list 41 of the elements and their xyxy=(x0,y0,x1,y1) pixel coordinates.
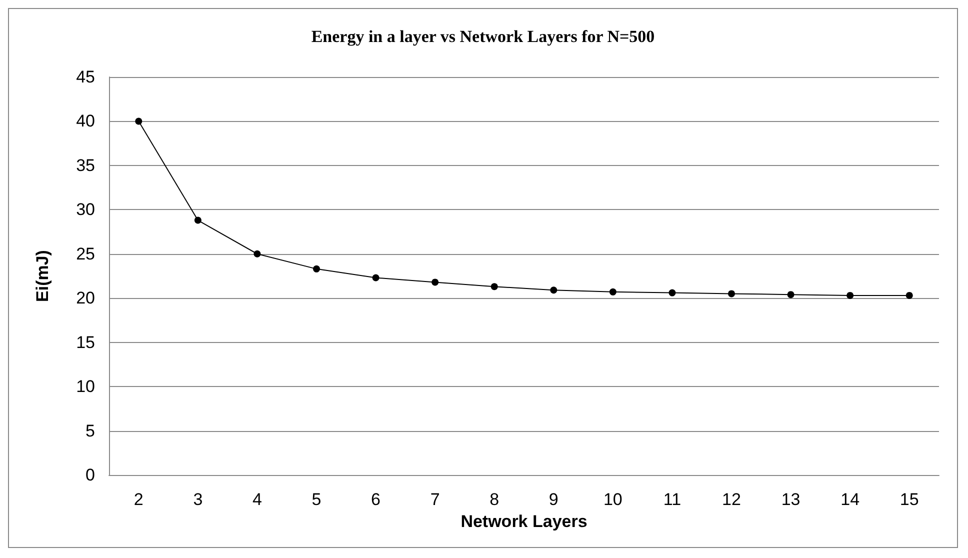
y-tick-label: 35 xyxy=(76,156,95,175)
x-tick-label: 4 xyxy=(252,490,262,509)
point xyxy=(372,274,380,282)
y-tick-label: 45 xyxy=(76,68,95,86)
point xyxy=(668,289,676,296)
y-tick-label: 10 xyxy=(76,377,95,396)
x-tick-label: 11 xyxy=(663,490,682,509)
y-tick-label: 25 xyxy=(76,244,95,264)
point xyxy=(135,118,142,125)
point xyxy=(432,278,439,286)
y-tick-label: 5 xyxy=(86,421,95,440)
point xyxy=(846,292,854,299)
y-tick-label: 20 xyxy=(76,288,95,308)
point xyxy=(490,283,498,290)
point xyxy=(254,250,261,258)
x-tick-label: 3 xyxy=(193,490,203,509)
chart-title: Energy in a layer vs Network Layers for N=500 xyxy=(311,27,655,46)
point xyxy=(550,286,558,294)
x-tick-label: 8 xyxy=(490,490,500,509)
x-tick-label: 13 xyxy=(781,490,800,509)
x-tick-label: 5 xyxy=(312,490,322,509)
x-tick-label: 2 xyxy=(134,490,144,509)
point xyxy=(906,292,913,299)
y-tick-label: 40 xyxy=(76,112,95,131)
y-axis-title: Ei(mJ) xyxy=(33,250,52,302)
x-tick-label: 15 xyxy=(900,490,919,509)
point xyxy=(728,290,735,298)
x-tick-label: 12 xyxy=(722,490,741,509)
point xyxy=(194,216,202,224)
y-tick-label: 15 xyxy=(76,332,95,352)
y-tick-label: 0 xyxy=(86,466,95,484)
point xyxy=(609,288,616,296)
x-tick-label: 7 xyxy=(430,490,440,509)
x-tick-label: 14 xyxy=(840,490,860,509)
point xyxy=(787,291,794,298)
x-axis-title: Network Layers xyxy=(460,512,588,531)
x-tick-label: 9 xyxy=(548,490,558,509)
x-tick-label: 6 xyxy=(371,490,381,509)
x-tick-label: 10 xyxy=(603,490,622,509)
y-tick-label: 30 xyxy=(76,200,95,220)
point xyxy=(313,265,320,272)
